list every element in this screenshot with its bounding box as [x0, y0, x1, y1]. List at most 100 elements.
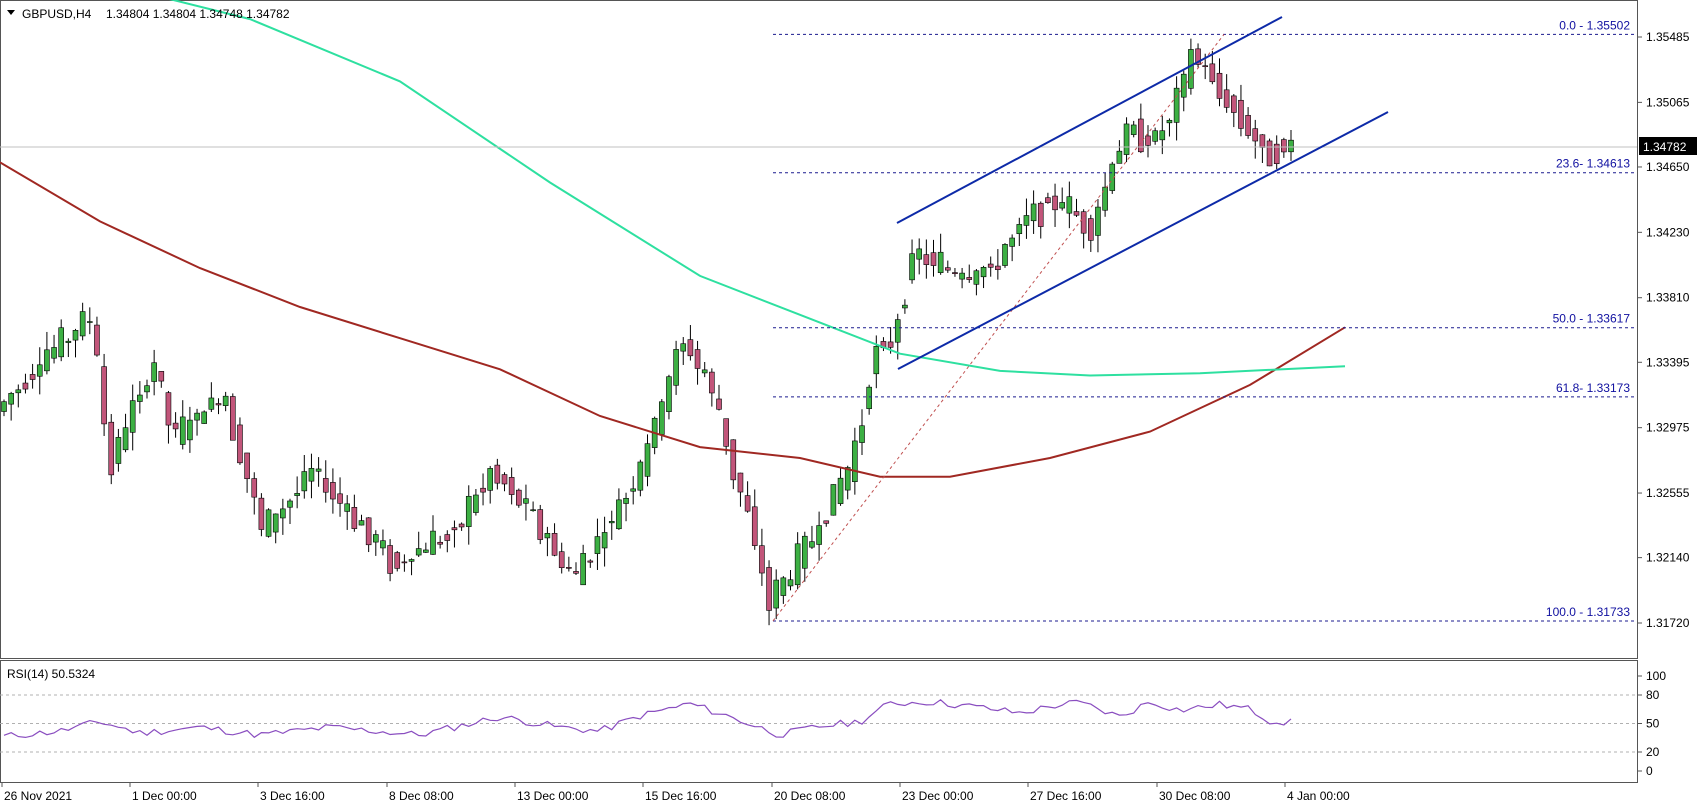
- candle-bear: [751, 506, 758, 546]
- time-tick-label: 4 Jan 00:00: [1287, 789, 1350, 803]
- candle-bear: [394, 552, 401, 569]
- fibonacci-layer: 0.0 - 1.35502 23.6- 1.34613 50.0 - 1.33617…: [0, 18, 1637, 622]
- rsi-tick-label: 80: [1646, 688, 1660, 702]
- rsi-panel: [0, 660, 1638, 783]
- price-tick-label: 1.32140: [1646, 551, 1690, 565]
- candle-bull: [1023, 215, 1030, 226]
- candle-bear: [365, 517, 372, 546]
- candle-bull: [430, 530, 436, 555]
- candle-bear: [1202, 65, 1208, 68]
- candle-bear: [1259, 134, 1266, 148]
- candle-bear: [437, 541, 443, 545]
- candle-bear: [515, 489, 522, 506]
- candle-bull: [902, 304, 908, 309]
- candle-bear: [1266, 140, 1273, 167]
- candle-bull: [187, 419, 193, 441]
- candle-bull: [8, 393, 14, 405]
- candles-layer: [1, 38, 1294, 626]
- candle-bear: [94, 324, 100, 356]
- candle-bear: [537, 509, 544, 540]
- candle-bull: [65, 340, 72, 343]
- candle-bear: [566, 567, 572, 569]
- price-tick-label: 1.34230: [1646, 225, 1690, 239]
- current-price-marker: 1.34782: [1639, 137, 1697, 155]
- time-tick-label: 3 Dec 16:00: [260, 789, 325, 803]
- candle-bull: [272, 513, 279, 533]
- candle-bear: [172, 422, 179, 430]
- candle-bear: [101, 366, 107, 425]
- candle-bull: [973, 270, 980, 285]
- candle-bear: [29, 374, 36, 380]
- candle-bull: [1159, 130, 1166, 141]
- candle-bull: [1059, 202, 1065, 209]
- candle-bear: [322, 478, 329, 493]
- candle-bear: [1080, 211, 1087, 234]
- candle-bull: [830, 484, 837, 516]
- candle-bull: [844, 467, 851, 491]
- candle-bull: [680, 343, 687, 352]
- candle-bull: [129, 400, 136, 433]
- price-tick-label: 1.34650: [1646, 160, 1690, 174]
- fib-level-label: 50.0 - 1.33617: [1553, 312, 1631, 326]
- fib-level-label: 0.0 - 1.35502: [1559, 18, 1630, 32]
- candle-bear: [508, 477, 515, 495]
- time-tick-label: 15 Dec 16:00: [645, 789, 717, 803]
- candle-bull: [658, 401, 665, 435]
- candle-bear: [723, 418, 729, 447]
- candle-bull: [465, 495, 472, 527]
- candle-bull: [594, 536, 601, 554]
- candle-bear: [737, 472, 744, 493]
- candle-bear: [351, 507, 358, 529]
- candle-bull: [358, 520, 365, 526]
- candle-bull: [1116, 150, 1123, 164]
- candle-bull: [1016, 224, 1023, 235]
- candle-bear: [251, 478, 258, 498]
- candle-bull: [87, 321, 93, 323]
- channel-upper-line[interactable]: [896, 16, 1283, 224]
- rsi-line[interactable]: [3, 699, 1292, 739]
- candle-bull: [630, 488, 637, 492]
- candle-bear: [1231, 95, 1237, 113]
- symbol-label: GBPUSD,H4: [22, 7, 92, 21]
- candle-bull: [194, 412, 200, 421]
- time-tick-label: 8 Dec 08:00: [389, 789, 454, 803]
- candle-bull: [1, 401, 7, 412]
- candle-bull: [1095, 206, 1101, 236]
- time-tick-label: 27 Dec 16:00: [1030, 789, 1102, 803]
- candle-bear: [1052, 195, 1058, 211]
- rsi-label: RSI(14) 50.5324: [7, 667, 95, 681]
- candle-bull: [208, 397, 215, 410]
- candle-bull: [1188, 49, 1194, 89]
- candle-bear: [237, 424, 243, 464]
- candle-bull: [837, 477, 844, 504]
- fib-level-label: 61.8- 1.33173: [1556, 381, 1630, 395]
- candle-bear: [451, 527, 458, 531]
- candle-bear: [1245, 115, 1251, 136]
- candle-bull: [44, 349, 50, 372]
- candle-bear: [587, 560, 594, 563]
- price-tick-label: 1.35065: [1646, 95, 1690, 109]
- candle-bear: [687, 339, 694, 357]
- candle-bull: [809, 541, 815, 548]
- candle-bull: [1102, 186, 1108, 211]
- candle-bear: [22, 382, 29, 390]
- candle-bull: [294, 493, 300, 496]
- rsi-tick-label: 50: [1646, 717, 1660, 731]
- candle-bear: [694, 349, 701, 369]
- candle-bear: [709, 371, 715, 394]
- candle-bull: [473, 494, 479, 513]
- candle-bull: [287, 500, 293, 508]
- price-tick-label: 1.33395: [1646, 355, 1690, 369]
- candle-bull: [773, 579, 780, 609]
- candle-bull: [115, 437, 122, 464]
- ma-slow-line[interactable]: [0, 161, 1346, 478]
- candle-bear: [887, 341, 894, 348]
- candle-bull: [1066, 196, 1073, 214]
- ma-fast-line[interactable]: [150, 0, 1346, 377]
- collapse-triangle-icon[interactable]: [7, 10, 15, 15]
- candle-bull: [265, 509, 272, 537]
- channel-lower-line[interactable]: [897, 111, 1389, 370]
- candle-bear: [401, 561, 408, 564]
- candle-bear: [1223, 89, 1230, 108]
